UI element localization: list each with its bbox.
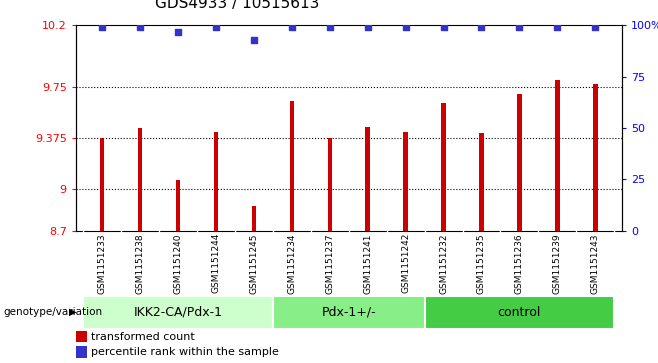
Point [211, 25, 221, 30]
Text: GDS4933 / 10515613: GDS4933 / 10515613 [155, 0, 319, 11]
Text: percentile rank within the sample: percentile rank within the sample [91, 347, 279, 357]
Point [135, 25, 145, 30]
Point [438, 25, 449, 30]
Text: GSM1151234: GSM1151234 [288, 233, 296, 294]
Text: GSM1151245: GSM1151245 [249, 233, 259, 294]
Bar [76, 331, 87, 342]
Point [514, 25, 524, 30]
Text: genotype/variation: genotype/variation [3, 307, 103, 317]
Point [476, 25, 487, 30]
Point [249, 37, 259, 43]
Bar [517, 94, 522, 231]
Point [287, 25, 297, 30]
Text: transformed count: transformed count [91, 331, 195, 342]
Bar [555, 80, 559, 231]
Bar [328, 138, 332, 231]
Text: GSM1151240: GSM1151240 [174, 233, 182, 294]
Text: IKK2-CA/Pdx-1: IKK2-CA/Pdx-1 [134, 306, 222, 319]
Text: Pdx-1+/-: Pdx-1+/- [321, 306, 376, 319]
Point [97, 25, 107, 30]
Bar [593, 84, 597, 231]
Bar [214, 132, 218, 231]
Text: GSM1151239: GSM1151239 [553, 233, 562, 294]
Bar [100, 138, 105, 231]
Text: GSM1151238: GSM1151238 [136, 233, 145, 294]
Bar [138, 128, 142, 231]
Point [590, 25, 601, 30]
Text: GSM1151237: GSM1151237 [325, 233, 334, 294]
Text: GSM1151242: GSM1151242 [401, 233, 410, 293]
Text: GSM1151232: GSM1151232 [439, 233, 448, 294]
Text: control: control [497, 306, 541, 319]
Bar [365, 127, 370, 231]
Text: GSM1151241: GSM1151241 [363, 233, 372, 294]
Text: GSM1151236: GSM1151236 [515, 233, 524, 294]
Point [363, 25, 373, 30]
Bar [424, 296, 614, 329]
Text: GSM1151233: GSM1151233 [98, 233, 107, 294]
Text: GSM1151243: GSM1151243 [591, 233, 599, 294]
Text: GSM1151244: GSM1151244 [211, 233, 220, 293]
Point [173, 29, 184, 34]
Text: ▶: ▶ [69, 307, 76, 317]
Point [400, 25, 411, 30]
Bar [479, 134, 484, 231]
Point [324, 25, 335, 30]
Bar [84, 296, 273, 329]
Bar [176, 180, 180, 231]
Bar [76, 346, 87, 358]
Bar [403, 132, 408, 231]
Point [552, 25, 563, 30]
Text: GSM1151235: GSM1151235 [477, 233, 486, 294]
Bar [273, 296, 424, 329]
Bar [290, 101, 294, 231]
Bar [442, 103, 446, 231]
Bar [251, 206, 256, 231]
